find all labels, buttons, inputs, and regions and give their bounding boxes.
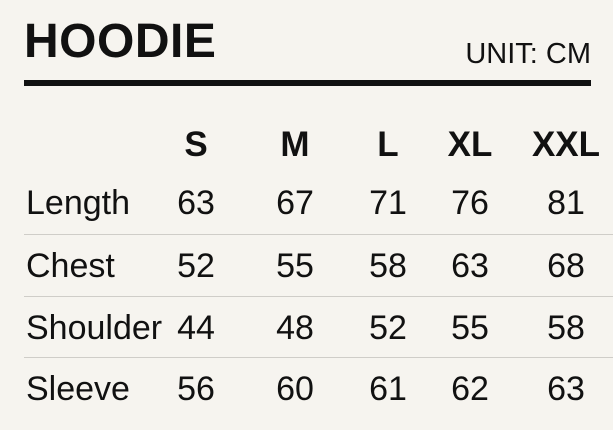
- unit-label: UNIT: CM: [465, 38, 591, 70]
- table-row-shoulder: Shoulder 44 48 52 55 58: [24, 297, 613, 359]
- cell-shoulder-l: 52: [369, 309, 407, 347]
- row-label-sleeve: Sleeve: [26, 370, 130, 408]
- size-header-xxl: XXL: [531, 125, 601, 164]
- cell-length-s: 63: [177, 184, 215, 222]
- row-divider: [24, 357, 613, 358]
- page-title: HOODIE: [24, 15, 217, 68]
- cell-sleeve-xxl: 63: [547, 370, 585, 408]
- cell-chest-xxl: 68: [547, 247, 585, 285]
- cell-shoulder-xxl: 58: [547, 309, 585, 347]
- size-header-l: L: [377, 125, 399, 164]
- cell-sleeve-m: 60: [276, 370, 314, 408]
- cell-length-l: 71: [369, 184, 407, 222]
- cell-sleeve-s: 56: [177, 370, 215, 408]
- row-label-length: Length: [26, 184, 130, 222]
- row-label-shoulder: Shoulder: [26, 309, 163, 347]
- size-header-s: S: [184, 125, 208, 164]
- table-row-length: Length 63 67 71 76 81: [24, 172, 613, 234]
- table-row-sleeve: Sleeve 56 60 61 62 63: [24, 358, 613, 420]
- header-rule: [24, 80, 591, 86]
- size-header-m: M: [280, 125, 310, 164]
- cell-sleeve-xl: 62: [451, 370, 489, 408]
- cell-chest-s: 52: [177, 247, 215, 285]
- cell-chest-l: 58: [369, 247, 407, 285]
- table-row-chest: Chest 52 55 58 63 68: [24, 235, 613, 297]
- cell-length-xl: 76: [451, 184, 489, 222]
- cell-length-m: 67: [276, 184, 314, 222]
- cell-chest-m: 55: [276, 247, 314, 285]
- cell-shoulder-m: 48: [276, 309, 314, 347]
- cell-chest-xl: 63: [451, 247, 489, 285]
- row-divider: [24, 296, 613, 297]
- row-label-chest: Chest: [26, 247, 115, 285]
- cell-shoulder-s: 44: [177, 309, 215, 347]
- row-divider: [24, 234, 613, 235]
- cell-sleeve-l: 61: [369, 370, 407, 408]
- cell-shoulder-xl: 55: [451, 309, 489, 347]
- size-header-xl: XL: [447, 125, 493, 164]
- cell-length-xxl: 81: [547, 184, 585, 222]
